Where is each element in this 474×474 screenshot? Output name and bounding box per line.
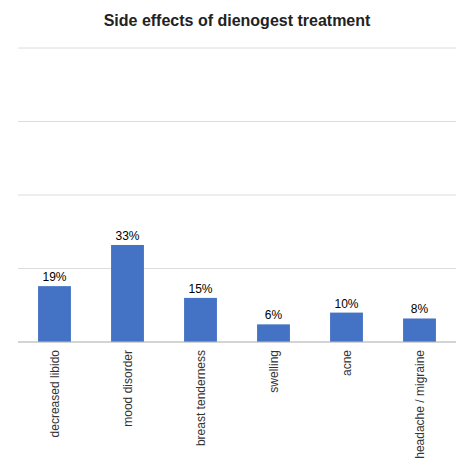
grid-line — [18, 48, 456, 49]
chart-svg: Side effects of dienogest treatment 19% 33… — [0, 0, 474, 474]
bar — [38, 286, 71, 342]
bar — [184, 298, 217, 342]
bar — [330, 313, 363, 342]
grid-line — [18, 342, 456, 343]
chart-container: Side effects of dienogest treatment 19% 33… — [0, 0, 474, 474]
data-label: 19% — [42, 270, 66, 284]
grid-line — [18, 268, 456, 269]
x-tick-label: headache / migraine — [413, 350, 427, 459]
bar — [111, 245, 144, 342]
grid — [18, 48, 456, 342]
bars — [38, 245, 436, 342]
bar — [403, 318, 436, 342]
x-tick-label: breast tenderness — [194, 350, 208, 446]
data-labels: 19% 33% 15% 6% 10% 8% — [42, 229, 428, 322]
x-axis-line — [18, 342, 456, 343]
data-label: 33% — [115, 229, 139, 243]
chart-title: Side effects of dienogest treatment — [104, 12, 371, 29]
bar — [257, 324, 290, 342]
x-tick-label: mood disorder — [121, 350, 135, 427]
data-label: 8% — [411, 302, 429, 316]
data-label: 10% — [334, 297, 358, 311]
grid-line — [18, 195, 456, 196]
data-label: 15% — [188, 282, 212, 296]
x-tick-label: decreased libido — [48, 350, 62, 438]
grid-line — [18, 121, 456, 122]
data-label: 6% — [265, 308, 283, 322]
x-axis: decreased libido mood disorder breast tend… — [48, 350, 427, 459]
x-tick-label: acne — [340, 350, 354, 376]
x-tick-label: swelling — [267, 350, 281, 393]
